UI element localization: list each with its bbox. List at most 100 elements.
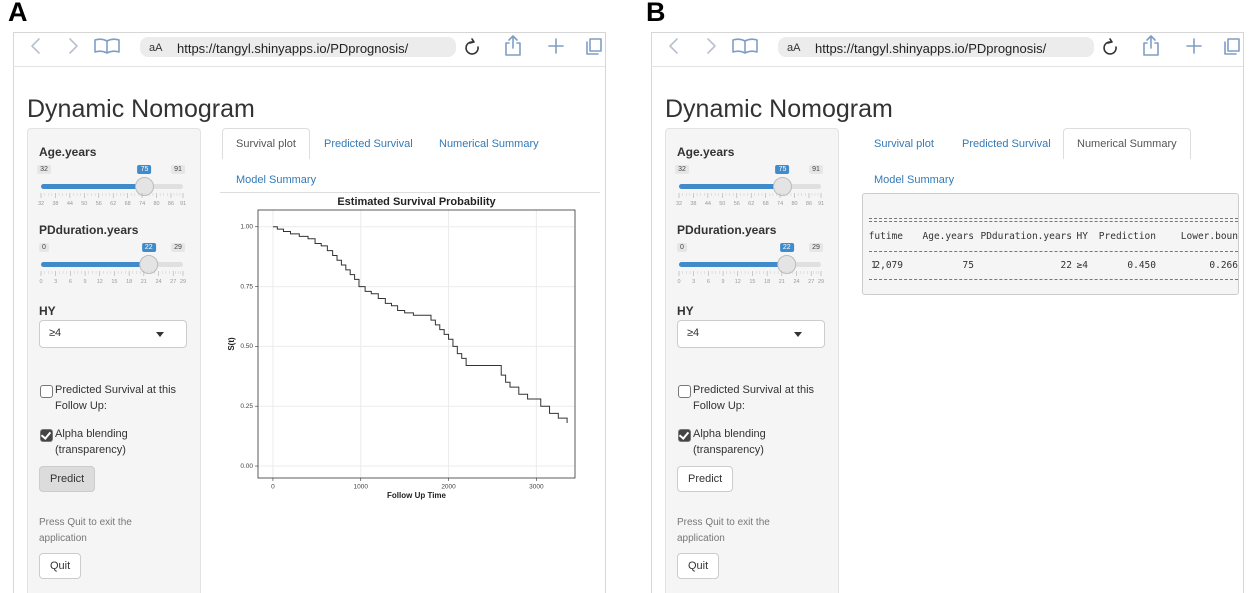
quit-note: Press Quit to exit the application bbox=[39, 515, 159, 547]
tab[interactable]: Numerical Summary bbox=[1063, 128, 1191, 159]
slider-handle[interactable] bbox=[140, 256, 158, 274]
column-header: Lower.boun bbox=[1181, 231, 1238, 242]
slider-tick-label: 56 bbox=[734, 201, 740, 207]
slider-tick-label: 80 bbox=[791, 201, 797, 207]
x-tick-label: 2000 bbox=[441, 484, 456, 491]
panel: BaA https://tangyl.shinyapps.io/PDprognos… bbox=[638, 0, 1254, 593]
slider-tick-label: 29 bbox=[180, 279, 186, 285]
reload-button[interactable] bbox=[466, 39, 478, 54]
x-tick-label: 3000 bbox=[529, 484, 544, 491]
slider-tick-label: 68 bbox=[763, 201, 769, 207]
y-tick-label: 0.25 bbox=[240, 403, 253, 410]
panel-label: B bbox=[646, 0, 666, 28]
back-button[interactable] bbox=[670, 39, 677, 53]
slider-handle[interactable] bbox=[135, 178, 153, 196]
tab[interactable]: Predicted Survival bbox=[310, 128, 427, 159]
slider-tick-label: 18 bbox=[764, 279, 770, 285]
predict-button[interactable]: Predict bbox=[39, 466, 95, 492]
column-header: PDduration.years bbox=[980, 231, 1072, 242]
slider-handle[interactable] bbox=[778, 256, 796, 274]
slider-tick-label: 91 bbox=[180, 201, 186, 207]
x-tick-label: 1000 bbox=[354, 484, 369, 491]
url[interactable]: https://tangyl.shinyapps.io/PDprognosis/ bbox=[177, 41, 408, 56]
slider-handle[interactable] bbox=[773, 178, 791, 196]
table-cell: 2,079 bbox=[874, 260, 903, 271]
slider-tick-label: 0 bbox=[677, 279, 680, 285]
checkbox-label: Alpha blending (transparency) bbox=[693, 426, 828, 458]
slider-tick-label: 6 bbox=[707, 279, 710, 285]
tabs-button[interactable] bbox=[1225, 39, 1239, 54]
slider-fill bbox=[41, 184, 144, 189]
new-tab-button[interactable] bbox=[549, 39, 563, 53]
back-button[interactable] bbox=[32, 39, 39, 53]
select-label: HY bbox=[39, 304, 56, 318]
slider-tick-label: 12 bbox=[735, 279, 741, 285]
slider-tick-label: 21 bbox=[141, 279, 147, 285]
tabs-button[interactable] bbox=[587, 39, 601, 54]
tab[interactable]: Survival plot bbox=[222, 128, 310, 159]
select[interactable]: ≥4 bbox=[39, 320, 187, 348]
slider-tick-label: 50 bbox=[719, 201, 725, 207]
checkbox-label: Predicted Survival at this Follow Up: bbox=[55, 382, 190, 414]
page: AaAhttps://tangyl.shinyapps.io/PDprognos… bbox=[0, 0, 1254, 593]
slider-tick-label: 68 bbox=[125, 201, 131, 207]
slider: 036912151821242729 bbox=[0, 223, 200, 293]
predict-button[interactable]: Predict bbox=[677, 466, 733, 492]
bookmarks-button[interactable] bbox=[733, 39, 757, 53]
tab[interactable]: Predicted Survival bbox=[948, 128, 1065, 159]
tab[interactable]: Model Summary bbox=[222, 164, 330, 195]
slider-tick-label: 62 bbox=[110, 201, 116, 207]
select-value: ≥4 bbox=[49, 327, 61, 339]
slider-tick-label: 91 bbox=[818, 201, 824, 207]
tab[interactable]: Numerical Summary bbox=[425, 128, 553, 159]
slider-tick-label: 86 bbox=[168, 201, 174, 207]
table-cell: ≥4 bbox=[1077, 260, 1088, 271]
plot-title: Estimated Survival Probability bbox=[337, 196, 496, 208]
x-axis-label: Follow Up Time bbox=[387, 491, 447, 500]
tab[interactable]: Survival plot bbox=[860, 128, 948, 159]
slider-tick-label: 24 bbox=[793, 279, 799, 285]
checkbox[interactable] bbox=[40, 385, 53, 398]
reload-button[interactable] bbox=[1104, 39, 1116, 54]
share-button[interactable] bbox=[1144, 36, 1158, 55]
checkbox[interactable] bbox=[678, 385, 691, 398]
slider-tick-label: 38 bbox=[690, 201, 696, 207]
slider-tick-label: 80 bbox=[153, 201, 159, 207]
text-size-button[interactable]: aA bbox=[787, 42, 800, 54]
bookmarks-button[interactable] bbox=[95, 39, 119, 53]
slider-tick-label: 38 bbox=[52, 201, 58, 207]
quit-button[interactable]: Quit bbox=[677, 553, 719, 579]
select[interactable]: ≥4 bbox=[677, 320, 825, 348]
tab[interactable]: Model Summary bbox=[860, 164, 968, 195]
url[interactable]: https://tangyl.shinyapps.io/PDprognosis/ bbox=[815, 41, 1046, 56]
checkbox-label: Alpha blending (transparency) bbox=[55, 426, 190, 458]
forward-button[interactable] bbox=[70, 39, 77, 53]
quit-button[interactable]: Quit bbox=[39, 553, 81, 579]
rule bbox=[869, 218, 1238, 222]
slider-tick-label: 9 bbox=[84, 279, 87, 285]
text-size-button[interactable]: aA bbox=[149, 42, 162, 54]
slider-fill bbox=[679, 184, 782, 189]
slider-tick-label: 21 bbox=[779, 279, 785, 285]
slider-tick-label: 15 bbox=[749, 279, 755, 285]
rule bbox=[869, 279, 1238, 280]
forward-button[interactable] bbox=[708, 39, 715, 53]
rule bbox=[869, 251, 1238, 252]
slider-tick-label: 50 bbox=[81, 201, 87, 207]
slider-tick-label: 6 bbox=[69, 279, 72, 285]
slider-tick-label: 3 bbox=[692, 279, 695, 285]
slider-tick-label: 27 bbox=[170, 279, 176, 285]
slider-fill bbox=[41, 262, 149, 267]
y-axis-label: S(t) bbox=[227, 337, 236, 351]
slider-tick-label: 12 bbox=[97, 279, 103, 285]
y-tick-label: 0.75 bbox=[240, 283, 253, 290]
survival-plot: 0.000.250.500.751.000100020003000Estimat… bbox=[218, 192, 598, 512]
slider: 3238445056626874808691 bbox=[638, 145, 838, 215]
plot-background bbox=[258, 210, 575, 478]
share-button[interactable] bbox=[506, 36, 520, 55]
slider-tick-label: 18 bbox=[126, 279, 132, 285]
new-tab-button[interactable] bbox=[1187, 39, 1201, 53]
y-tick-label: 1.00 bbox=[240, 223, 253, 230]
